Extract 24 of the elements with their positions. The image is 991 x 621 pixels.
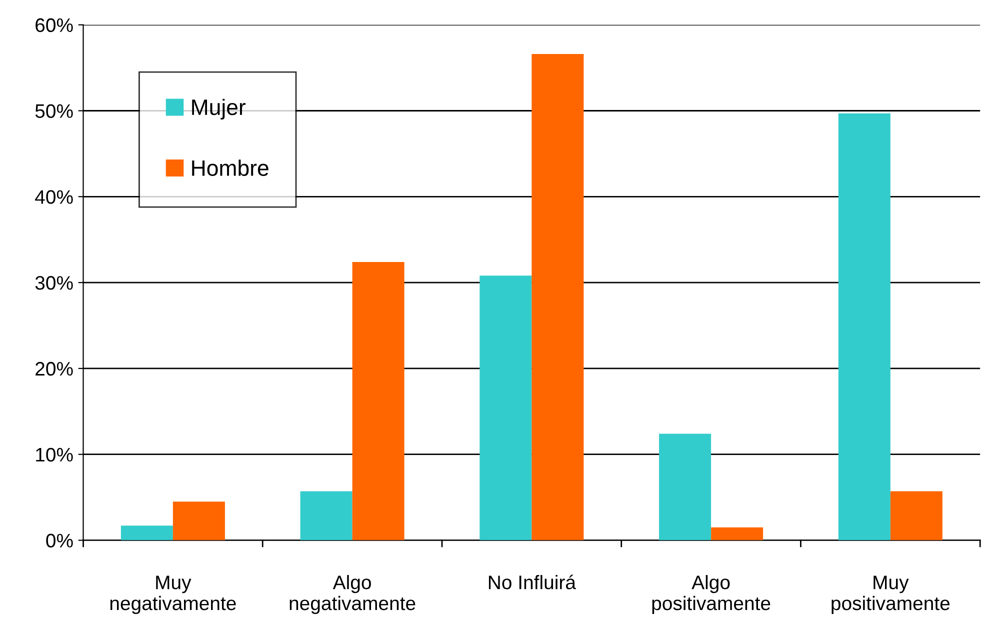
- y-tick-label: 50%: [35, 104, 73, 118]
- bar: [838, 113, 890, 540]
- y-tick-label: 20%: [36, 362, 73, 376]
- bar: [300, 491, 352, 540]
- x-tick-label: Muy negativamente: [110, 576, 236, 614]
- bar: [711, 527, 764, 540]
- x-tick-label: Algo positivamente: [652, 574, 770, 614]
- y-tick-label: 40%: [35, 190, 73, 204]
- y-tick-label: 10%: [36, 448, 73, 462]
- y-tick-label: 60%: [36, 18, 73, 32]
- x-tick-label: Muy positivamente: [832, 576, 950, 614]
- bar: [532, 54, 584, 540]
- bar: [480, 276, 532, 540]
- legend-label: Mujer: [192, 98, 246, 120]
- x-tick-label: Algo negativamente: [290, 574, 416, 614]
- bar: [659, 434, 712, 540]
- legend-label: Hombre: [192, 160, 268, 176]
- bar: [352, 262, 404, 540]
- bar: [120, 526, 173, 540]
- y-tick-label: 30%: [35, 276, 73, 290]
- y-tick-label: 0%: [46, 534, 73, 548]
- bar: [890, 491, 942, 540]
- x-tick-label: No Influirá: [488, 574, 576, 590]
- bar: [172, 502, 225, 540]
